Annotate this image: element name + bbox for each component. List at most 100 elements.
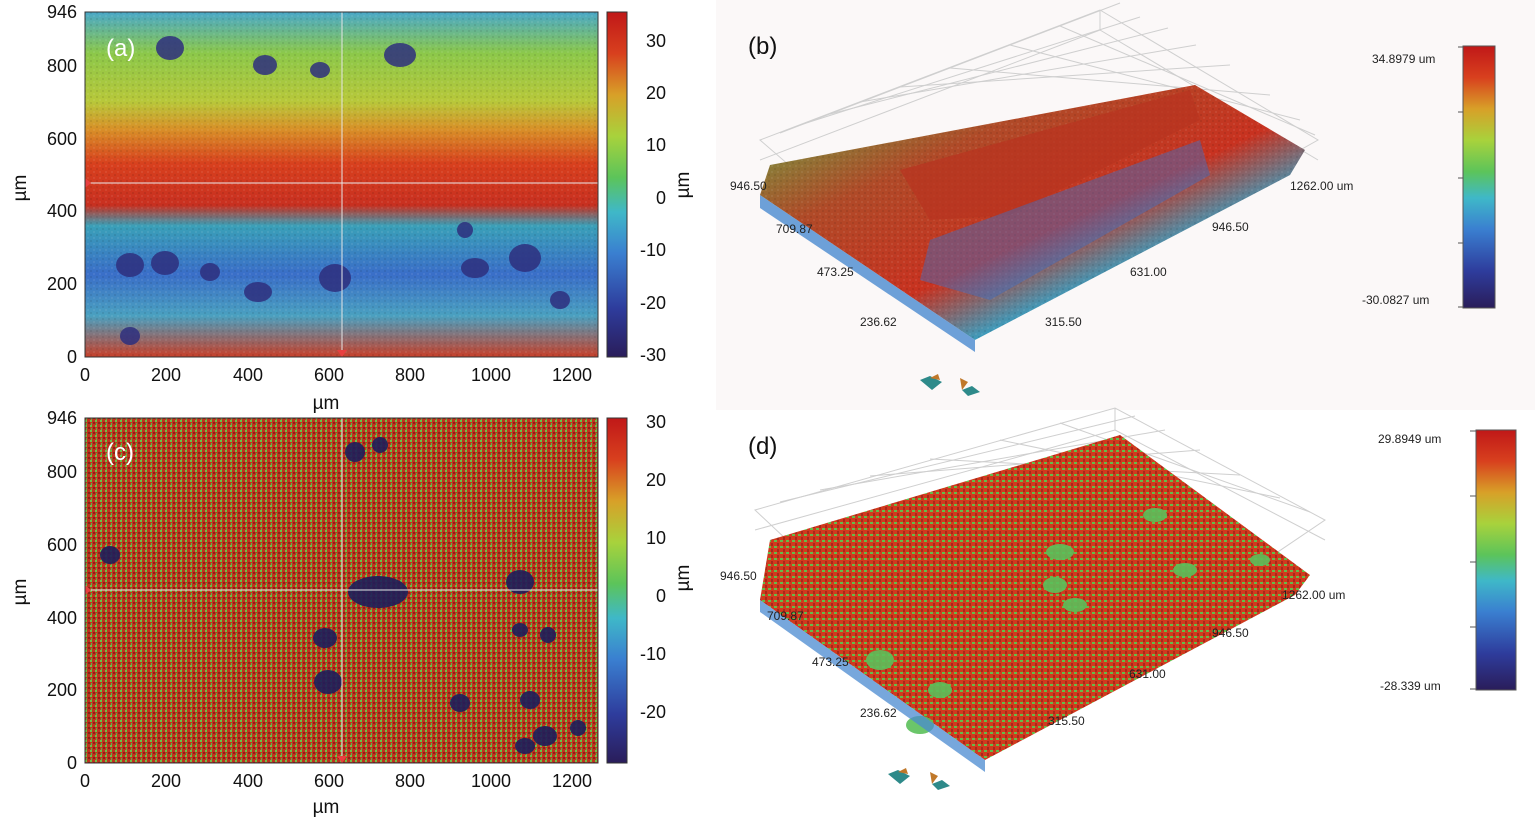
x-tick: 200: [151, 365, 181, 385]
panel-b-label: (b): [748, 33, 777, 60]
panel-d-colorbar-ticks: [1470, 430, 1476, 690]
panel-a-colorbar: [606, 11, 628, 358]
depth-tick: 946.50: [730, 179, 767, 193]
depth-tick: 236.62: [860, 315, 897, 329]
x-tick: 400: [233, 771, 263, 791]
panel-b-red-plateau: [900, 90, 1200, 220]
panel-c-colorbar-label: µm: [673, 565, 694, 592]
panel-b: 946.50 709.87 473.25 236.62 315.50 631.0…: [716, 0, 1535, 410]
panel-d-label: (d): [748, 433, 777, 460]
panel-c-x-label: µm: [313, 797, 340, 818]
y-tick: 800: [47, 462, 77, 482]
panel-c-colorbar: [606, 417, 628, 764]
x-tick: 1200: [552, 365, 592, 385]
panel-b-surface-shading: [760, 85, 1305, 340]
x-tick: 800: [395, 365, 425, 385]
panel-b-rotation-icon: [920, 374, 980, 396]
panel-b-colorbar-max: 34.8979 um: [1372, 52, 1435, 66]
panel-b-colorbar: [1462, 45, 1496, 309]
panel-a-x-label: µm: [313, 393, 340, 414]
y-tick: 400: [47, 201, 77, 221]
panel-a-pits: [116, 36, 570, 345]
y-tick: 600: [47, 129, 77, 149]
panel-c-label: (c): [106, 439, 134, 466]
panel-a-x-axis: 0 200 400 600 800 1000 1200: [80, 365, 592, 385]
panel-d-front-wall: [760, 600, 985, 772]
depth-tick: 473.25: [817, 265, 854, 279]
x-tick: 1200: [552, 771, 592, 791]
cb-tick: -20: [640, 702, 666, 722]
panel-c-frame: [84, 417, 599, 764]
width-tick: 315.50: [1045, 315, 1082, 329]
x-tick: 600: [314, 365, 344, 385]
y-tick: 946: [47, 2, 77, 22]
panel-d-colorbar: [1475, 429, 1517, 691]
cb-tick: -30: [640, 345, 666, 365]
panel-a-marker-left: [85, 178, 91, 188]
width-tick: 946.50: [1212, 626, 1249, 640]
width-tick: 946.50: [1212, 220, 1249, 234]
x-tick: 1000: [471, 365, 511, 385]
panel-b-front-wall: [760, 195, 975, 352]
panel-c: (c) 0 200 400 600 800 946 µm 0 200 400 6…: [10, 408, 694, 818]
depth-tick: 473.25: [812, 655, 849, 669]
panel-a-marker-bottom: [337, 350, 347, 357]
panel-d-colorbar-min: -28.339 um: [1380, 679, 1441, 693]
x-tick: 800: [395, 771, 425, 791]
y-tick: 200: [47, 680, 77, 700]
panel-d-rotation-icon: [888, 768, 950, 790]
panel-b-colorbar-ticks: [1458, 46, 1463, 308]
panel-d-colorbar-max: 29.8949 um: [1378, 432, 1441, 446]
x-tick: 1000: [471, 771, 511, 791]
panel-a: (a) 0 200 400 600 800 946 µm 0 200 400 6…: [10, 2, 694, 414]
width-tick: 631.00: [1130, 265, 1167, 279]
panel-a-frame: [84, 11, 599, 358]
cb-tick: 30: [646, 31, 666, 51]
cb-tick: 20: [646, 83, 666, 103]
depth-tick: 709.87: [776, 222, 813, 236]
panel-c-colorbar-ticks: 30 20 10 0 -10 -20: [640, 412, 666, 722]
x-tick: 600: [314, 771, 344, 791]
cb-tick: -10: [640, 240, 666, 260]
depth-tick: 709.87: [767, 609, 804, 623]
width-tick: 1262.00 um: [1290, 179, 1353, 193]
x-tick: 0: [80, 771, 90, 791]
panel-c-x-axis: 0 200 400 600 800 1000 1200: [80, 771, 592, 791]
panel-d-surface: [760, 435, 1310, 760]
panel-d-axis-labels: 946.50 709.87 473.25 236.62 315.50 631.0…: [720, 569, 1345, 728]
cb-tick: 10: [646, 528, 666, 548]
y-tick: 946: [47, 408, 77, 428]
y-tick: 600: [47, 535, 77, 555]
panel-a-y-label: µm: [10, 175, 31, 202]
y-tick: 0: [67, 347, 77, 367]
y-tick: 400: [47, 608, 77, 628]
panel-a-colorbar-label: µm: [673, 172, 694, 199]
panel-c-marker-bottom: [337, 756, 347, 763]
y-tick: 200: [47, 274, 77, 294]
cb-tick: 30: [646, 412, 666, 432]
panel-c-marker-left: [85, 585, 91, 595]
y-tick: 0: [67, 753, 77, 773]
depth-tick: 946.50: [720, 569, 757, 583]
x-tick: 0: [80, 365, 90, 385]
depth-tick: 236.62: [860, 706, 897, 720]
width-tick: 315.50: [1048, 714, 1085, 728]
panel-a-y-axis: 0 200 400 600 800 946: [47, 2, 77, 367]
panel-b-blue-channel: [920, 140, 1210, 300]
panel-a-colorbar-ticks: 30 20 10 0 -10 -20 -30: [640, 31, 666, 365]
y-tick: 800: [47, 56, 77, 76]
width-tick: 631.00: [1129, 667, 1166, 681]
width-tick: 1262.00 um: [1282, 588, 1345, 602]
panel-b-axis-labels: 946.50 709.87 473.25 236.62 315.50 631.0…: [730, 179, 1353, 329]
cb-tick: 0: [656, 188, 666, 208]
cb-tick: -10: [640, 644, 666, 664]
cb-tick: -20: [640, 293, 666, 313]
x-tick: 400: [233, 365, 263, 385]
panel-c-y-axis: 0 200 400 600 800 946: [47, 408, 77, 773]
cb-tick: 10: [646, 135, 666, 155]
panel-c-pits: [100, 437, 586, 754]
cb-tick: 0: [656, 586, 666, 606]
panel-c-y-label: µm: [10, 579, 31, 606]
panel-d-grid: [754, 407, 1326, 741]
